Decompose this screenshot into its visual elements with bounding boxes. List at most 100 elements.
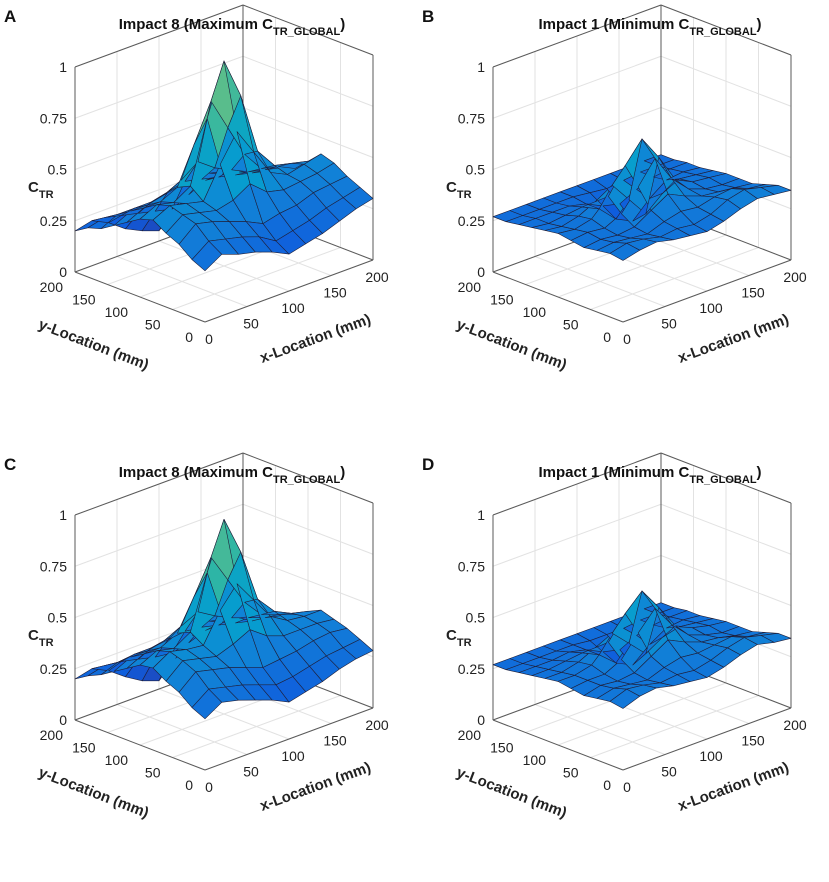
frame-edge — [242, 4, 374, 56]
grid-back-z — [74, 55, 244, 119]
y-tick-label: 200 — [458, 279, 482, 295]
frame-edge — [74, 719, 206, 771]
chart-title-main: Impact 1 (Minimum C — [538, 16, 689, 33]
y-tick-label: 150 — [490, 740, 514, 756]
z-axis-label-sub: TR — [457, 637, 472, 649]
grid-side-z — [660, 503, 792, 555]
z-tick-label: 0.5 — [466, 162, 486, 178]
surface-plot — [74, 519, 374, 720]
frame-edge — [492, 719, 624, 771]
z-axis-label: CTR — [446, 179, 472, 201]
z-tick-label: 0.25 — [458, 661, 485, 677]
x-tick-label: 200 — [783, 717, 807, 733]
y-tick-label: 0 — [603, 777, 611, 793]
z-tick-label: 0.75 — [40, 558, 67, 574]
y-tick-label: 200 — [458, 727, 482, 743]
grid-side-z — [242, 55, 374, 107]
z-axis-label: CTR — [28, 179, 54, 201]
z-tick-label: 0.25 — [40, 661, 67, 677]
frame-edge — [660, 452, 792, 504]
chart-title-sub: TR_GLOBAL — [273, 26, 341, 38]
frame-edge — [74, 4, 244, 68]
panel-B: 00.250.50.751050100150200050100150200x-L… — [422, 4, 807, 374]
x-tick-label: 0 — [205, 779, 213, 795]
y-tick-label: 50 — [145, 317, 161, 333]
surface-plot — [492, 590, 792, 709]
x-tick-label: 100 — [699, 748, 723, 764]
z-tick-label: 0.25 — [40, 213, 67, 229]
z-axis-label-sub: TR — [457, 189, 472, 201]
x-tick-label: 0 — [623, 779, 631, 795]
z-tick-label: 0 — [477, 712, 485, 728]
grid-back-z — [492, 555, 662, 618]
chart-title-main: Impact 8 (Maximum C — [119, 16, 273, 33]
z-tick-label: 0.5 — [466, 610, 486, 626]
frame-edge — [660, 4, 792, 56]
grid-back-z — [492, 107, 662, 170]
grid-side-z — [660, 55, 792, 107]
z-tick-label: 0.5 — [48, 610, 68, 626]
frame-edge — [492, 4, 662, 68]
chart-title-end: ) — [757, 16, 762, 33]
panel-C: 00.250.50.751050100150200050100150200x-L… — [4, 452, 389, 822]
y-axis-label: y-Location (mm) — [36, 764, 151, 822]
chart-title-main: Impact 8 (Maximum C — [119, 464, 273, 481]
x-axis-label: x-Location (mm) — [676, 311, 791, 367]
z-axis-label-sub: TR — [39, 637, 54, 649]
panel-letter: C — [4, 455, 16, 474]
surface-facet — [760, 185, 792, 195]
y-tick-label: 100 — [523, 752, 547, 768]
z-axis-label-sub: TR — [39, 189, 54, 201]
chart-title-sub: TR_GLOBAL — [273, 474, 341, 486]
grid-back-z — [492, 55, 662, 119]
y-tick-label: 50 — [563, 765, 579, 781]
z-tick-label: 0.25 — [458, 213, 485, 229]
z-tick-label: 1 — [59, 507, 67, 523]
surface-facet — [760, 633, 792, 643]
y-tick-label: 50 — [563, 317, 579, 333]
chart-title: Impact 8 (Maximum CTR_GLOBAL) — [119, 16, 345, 38]
z-tick-label: 1 — [59, 59, 67, 75]
x-tick-label: 200 — [783, 269, 807, 285]
chart-title-end: ) — [340, 16, 345, 33]
y-tick-label: 0 — [603, 329, 611, 345]
chart-title: Impact 1 (Minimum CTR_GLOBAL) — [538, 16, 761, 38]
x-tick-label: 50 — [661, 764, 677, 780]
y-tick-label: 150 — [72, 292, 96, 308]
grid-floor-y — [557, 234, 727, 298]
chart-title-end: ) — [340, 464, 345, 481]
panel-letter: D — [422, 455, 434, 474]
y-tick-label: 200 — [40, 279, 64, 295]
x-tick-label: 100 — [281, 300, 305, 316]
z-axis-label: CTR — [446, 627, 472, 649]
panel-letter: B — [422, 7, 434, 26]
x-tick-label: 0 — [623, 331, 631, 347]
chart-title: Impact 1 (Minimum CTR_GLOBAL) — [538, 464, 761, 486]
y-tick-label: 100 — [105, 752, 129, 768]
frame-edge — [492, 452, 662, 516]
frame-edge — [204, 707, 374, 771]
y-axis-label: y-Location (mm) — [36, 316, 151, 374]
x-tick-label: 0 — [205, 331, 213, 347]
frame-edge — [74, 452, 244, 516]
grid-back-z — [492, 503, 662, 567]
y-tick-label: 150 — [490, 292, 514, 308]
x-tick-label: 100 — [699, 300, 723, 316]
chart-title-sub: TR_GLOBAL — [689, 26, 757, 38]
chart-title-main: Impact 1 (Minimum C — [538, 464, 689, 481]
z-axis-label-main: C — [28, 179, 39, 196]
y-tick-label: 100 — [105, 304, 129, 320]
x-axis-label: x-Location (mm) — [676, 759, 791, 815]
z-tick-label: 0.5 — [48, 162, 68, 178]
panel-A: 00.250.50.751050100150200050100150200x-L… — [4, 4, 389, 374]
x-tick-label: 200 — [365, 717, 389, 733]
frame-edge — [622, 259, 792, 323]
grid-side-z — [660, 107, 792, 158]
frame-edge — [492, 271, 624, 323]
grid-side-z — [242, 107, 374, 158]
y-axis-label: y-Location (mm) — [454, 764, 569, 822]
